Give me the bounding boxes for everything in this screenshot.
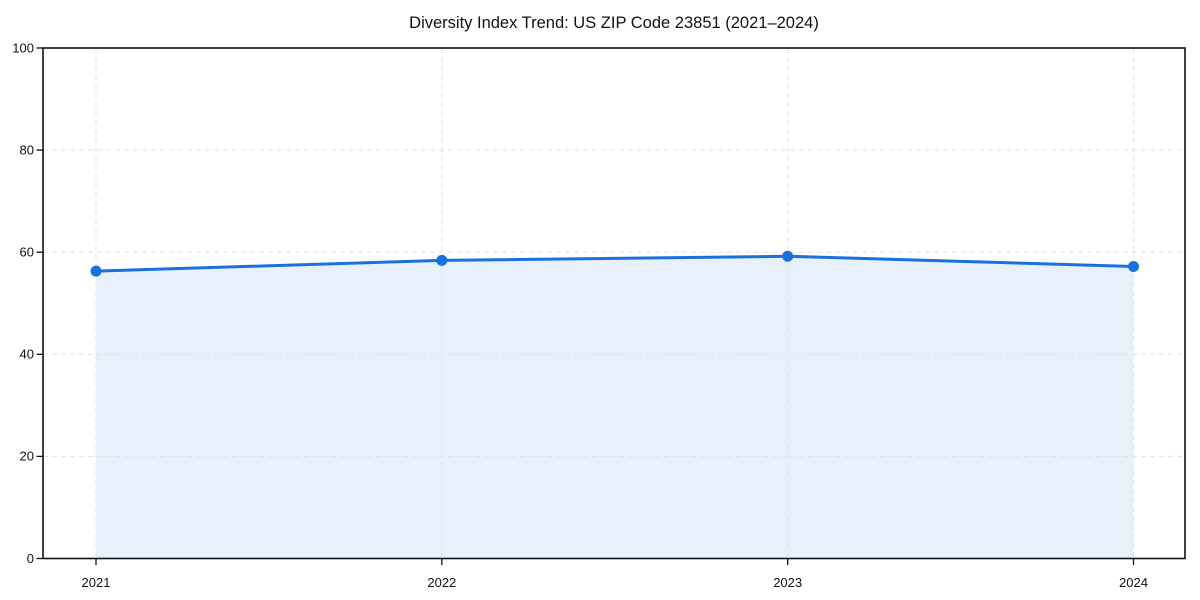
- x-tick-label: 2022: [427, 575, 456, 590]
- y-tick-label: 60: [20, 244, 34, 259]
- data-point-marker: [436, 254, 448, 266]
- y-tick-label: 0: [27, 551, 34, 566]
- area-fill: [96, 256, 1134, 559]
- y-tick-label: 80: [20, 142, 34, 157]
- trend-line: [94, 254, 1135, 273]
- data-point-marker: [90, 265, 102, 277]
- y-tick-label: 100: [12, 40, 34, 55]
- x-tick-label: 2023: [773, 575, 802, 590]
- chart-title: Diversity Index Trend: US ZIP Code 23851…: [409, 14, 819, 32]
- y-tick-label: 40: [20, 347, 34, 362]
- x-tick-label: 2021: [82, 575, 111, 590]
- x-tick-label: 2024: [1119, 575, 1148, 590]
- plot-border: [42, 47, 1186, 560]
- y-tick-label: 20: [20, 449, 34, 464]
- data-point-marker: [1128, 260, 1139, 272]
- data-point-marker: [782, 250, 794, 262]
